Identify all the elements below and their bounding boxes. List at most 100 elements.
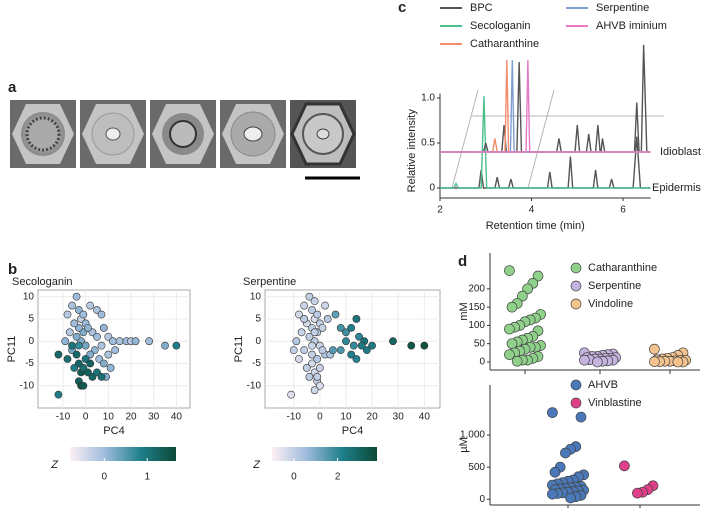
point [323, 315, 332, 323]
point [84, 323, 92, 332]
y-tick-label: -10 [247, 380, 262, 391]
point [506, 338, 518, 350]
point [111, 346, 120, 355]
point [579, 354, 590, 366]
x-axis-label: PC4 [103, 425, 124, 437]
cell-image [10, 100, 76, 168]
x-tick-label: 0 [317, 412, 323, 423]
y-axis-label: mM [458, 302, 470, 320]
point [522, 283, 533, 295]
y-tick-label: 0 [479, 494, 485, 505]
point [86, 359, 95, 368]
point [315, 364, 324, 372]
trace-line [440, 60, 651, 153]
panel-label: b [8, 261, 17, 278]
point [131, 337, 140, 346]
point [70, 364, 79, 372]
point [511, 355, 523, 367]
x-tick-label: 40 [419, 412, 431, 423]
y-tick-label: 0 [429, 183, 435, 194]
point [287, 390, 296, 399]
point [79, 381, 88, 390]
point [161, 341, 169, 350]
y-tick-label: 10 [250, 291, 262, 302]
y-axis-label: PC11 [233, 336, 245, 363]
point [517, 290, 528, 302]
point [420, 341, 429, 350]
legend-label: BPC [470, 2, 493, 14]
cell-image [150, 100, 216, 168]
x-tick-label: 10 [340, 412, 352, 423]
legend-swatch [570, 262, 582, 274]
panel-label: a [8, 79, 17, 96]
point [97, 341, 106, 350]
point [352, 315, 361, 323]
point [632, 487, 643, 499]
legend-label: Catharanthine [470, 38, 539, 50]
x-tick-label: 20 [367, 412, 379, 423]
point [295, 355, 303, 363]
y-tick-label: 0 [28, 336, 34, 347]
x-tick-label: 30 [148, 412, 160, 423]
point [145, 337, 154, 346]
point [172, 341, 181, 350]
point [342, 337, 350, 346]
point [97, 372, 106, 381]
colorbar [70, 447, 176, 461]
point [63, 355, 72, 363]
x-tick-label: 20 [125, 412, 137, 423]
point [99, 323, 108, 332]
point [108, 337, 117, 346]
point [72, 350, 81, 359]
legend-label: Serpentine [596, 2, 649, 14]
x-tick-label: -10 [56, 412, 71, 423]
x-tick-label: 2 [437, 205, 443, 216]
point [362, 346, 371, 355]
x-tick-label: 0 [83, 412, 89, 423]
legend-swatch [570, 379, 582, 391]
point [592, 356, 603, 368]
x-tick-label: 40 [171, 412, 183, 423]
point [115, 337, 124, 346]
x-tick-label: 6 [620, 205, 626, 216]
legend-label: AHVB iminium [596, 20, 667, 32]
point [297, 328, 306, 337]
point [506, 301, 518, 313]
point [329, 346, 337, 355]
legend-label: Catharanthine [588, 262, 657, 274]
point [54, 390, 63, 399]
colorbar-tick-label: 0 [102, 472, 108, 483]
point [68, 341, 76, 350]
point [289, 346, 298, 355]
point [318, 323, 327, 332]
x-axis-label: Retention time (min) [486, 220, 585, 232]
point [331, 310, 340, 319]
x-tick-label: 30 [393, 412, 405, 423]
point [310, 328, 319, 337]
cell-images [10, 100, 360, 180]
chromatogram-planes [451, 89, 664, 189]
y-tick-label: 10 [23, 291, 35, 302]
point [65, 328, 74, 337]
y-tick-label: 5 [255, 314, 261, 325]
colorbar-tick-label: 0 [291, 472, 297, 483]
point [649, 356, 660, 367]
point [565, 492, 576, 504]
point [357, 341, 366, 350]
point [649, 343, 660, 355]
x-axis-label: PC4 [342, 425, 363, 437]
colorbar-tick-label: 1 [144, 472, 150, 483]
point [315, 381, 324, 390]
y-axis-label: PC11 [6, 336, 18, 363]
point [70, 319, 79, 328]
point [79, 310, 88, 319]
y-tick-label: 0 [479, 357, 485, 368]
point [300, 301, 309, 310]
y-axis-label: µM [458, 437, 470, 453]
point [74, 341, 83, 350]
colorbar [272, 447, 377, 461]
cell-image [80, 100, 146, 168]
legend-label: Serpentine [588, 280, 641, 292]
point [313, 310, 322, 319]
point [72, 332, 81, 341]
